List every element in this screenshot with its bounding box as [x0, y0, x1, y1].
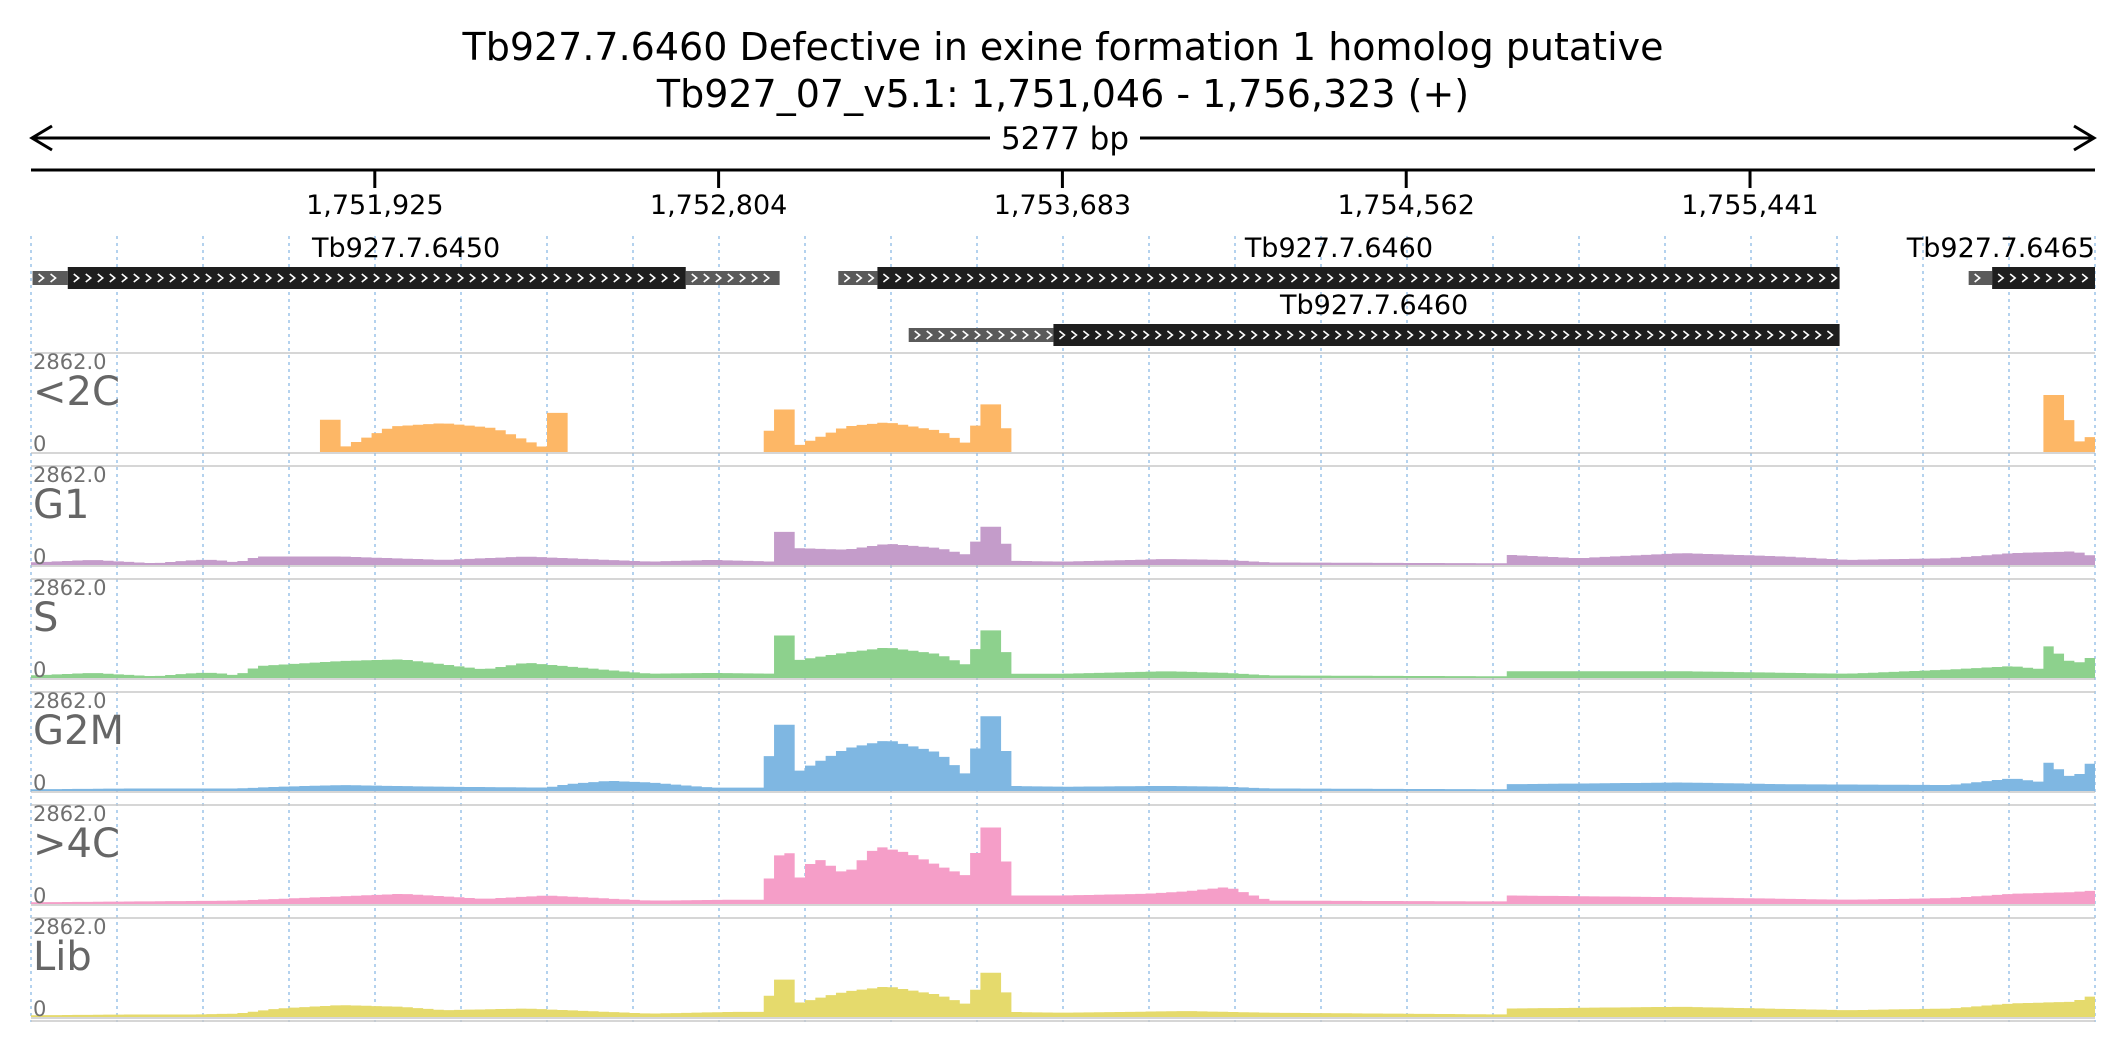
track-max-label: 2862.0: [33, 802, 106, 826]
coverage-area: [31, 526, 2095, 565]
track-max-label: 2862.0: [33, 463, 106, 487]
track-max-label: 2862.0: [33, 576, 106, 600]
strand-chevrons: [882, 273, 1838, 283]
gene-models: Tb927.7.6450 Tb927.7.6460 Tb927.7.6460 Tb92…: [32, 233, 2095, 346]
gene-label: Tb927.7.6460: [1279, 290, 1468, 321]
strand-chevrons: [691, 273, 771, 283]
track-max-label: 2862.0: [33, 689, 106, 713]
track-zero-label: 0: [33, 884, 46, 908]
right-arrowhead-icon: [2073, 124, 2097, 152]
cds-block: [1053, 324, 1840, 346]
track-name-label: S: [33, 595, 58, 641]
track-max-label: 2862.0: [33, 350, 106, 374]
utr-5prime-block: [32, 271, 68, 285]
track-max-label: 2862.0: [33, 915, 106, 939]
track-name-label: <2C: [33, 369, 120, 415]
coverage-tracks: 2862.0<2C02862.0G102862.0S02862.0G2M0286…: [31, 350, 2095, 1022]
gene-title: Tb927.7.6460 Defective in exine formatio…: [461, 25, 1663, 69]
cds-block: [67, 267, 686, 289]
gene-model[interactable]: Tb927.7.6460: [838, 233, 1840, 289]
cds-block: [877, 267, 1840, 289]
coverage-track: 2862.0>4C 0: [31, 802, 2095, 908]
gene-model[interactable]: Tb927.7.6460: [908, 290, 1840, 346]
strand-chevrons: [1997, 273, 2089, 283]
scale-span: 5277 bp: [29, 121, 2097, 157]
track-name-label: G1: [33, 482, 89, 528]
ruler-tick-label: 1,755,441: [1681, 190, 1818, 221]
span-length-label: 5277 bp: [1001, 121, 1129, 157]
track-name-label: >4C: [33, 821, 120, 867]
locus-coordinates: Tb927_07_v5.1: 1,751,046 - 1,756,323 (+): [656, 72, 1469, 116]
coverage-area: [31, 395, 2095, 452]
coverage-area: [31, 972, 2095, 1017]
ruler-tick-label: 1,754,562: [1338, 190, 1475, 221]
strand-chevrons: [843, 273, 875, 283]
track-zero-label: 0: [33, 997, 46, 1021]
gene-label: Tb927.7.6465: [1906, 233, 2095, 264]
gene-label: Tb927.7.6460: [1244, 233, 1433, 264]
grid-lines: [30, 236, 2096, 1022]
left-arrowhead-icon: [29, 124, 53, 152]
gene-model[interactable]: Tb927.7.6465: [1906, 233, 2095, 289]
gene-label: Tb927.7.6450: [311, 233, 500, 264]
track-zero-label: 0: [33, 771, 46, 795]
strand-chevrons: [1974, 273, 1981, 283]
utr-5prime-block: [838, 271, 878, 285]
track-name-label: Lib: [33, 934, 92, 980]
track-zero-label: 0: [33, 545, 46, 569]
coverage-track: 2862.0<2C 0: [31, 350, 2095, 456]
track-name-label: G2M: [33, 708, 124, 754]
ruler-tick-label: 1,751,925: [306, 190, 443, 221]
ruler-tick-label: 1,753,683: [994, 190, 1131, 221]
track-zero-label: 0: [33, 658, 46, 682]
strand-chevrons: [914, 330, 1053, 340]
ruler-ticks: 1,751,925 1,752,804 1,753,683 1,754,562 1,75…: [306, 170, 1819, 221]
strand-chevrons: [73, 273, 681, 283]
coverage-track: 2862.0G1 0: [31, 463, 2095, 569]
strand-chevrons: [1058, 330, 1834, 340]
cds-block: [1992, 267, 2095, 289]
strand-chevrons: [38, 273, 57, 283]
ruler-tick-label: 1,752,804: [650, 190, 787, 221]
coverage-track: 2862.0S 0: [31, 576, 2095, 682]
utr-5prime-block: [908, 328, 1054, 342]
track-zero-label: 0: [33, 432, 46, 456]
coverage-area: [31, 630, 2095, 678]
gene-model[interactable]: Tb927.7.6450: [32, 233, 780, 289]
